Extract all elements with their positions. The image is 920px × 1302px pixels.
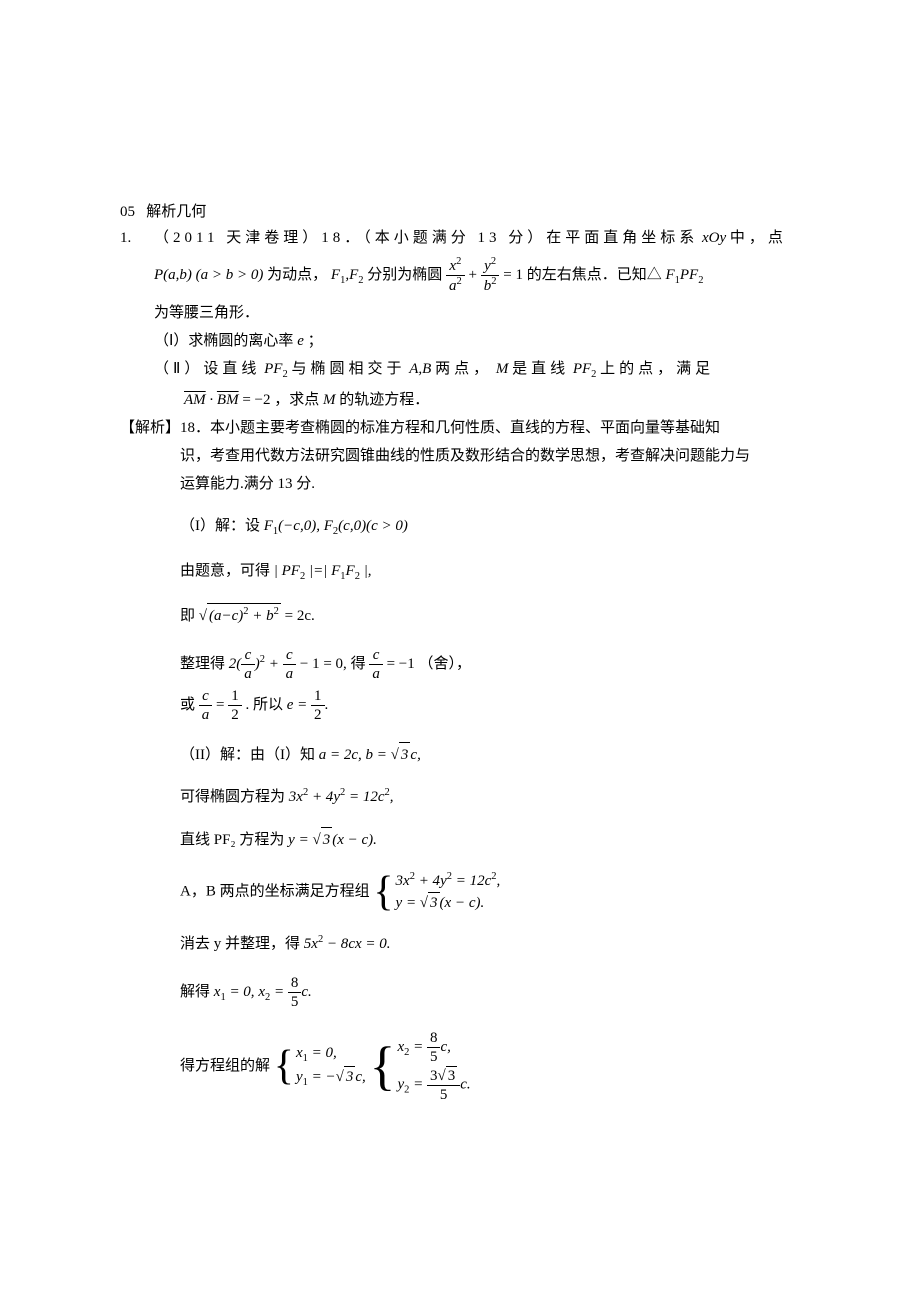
intro1: 18．本小题主要考查椭圆的标准方程和几何性质、直线的方程、平面向量等基础知 xyxy=(180,420,720,436)
sol-p2-line7: 得方程组的解 { x1 = 0, y1 = −√3c, { x2 = 85c, … xyxy=(180,1029,800,1104)
sys2a-y: y1 = −√3c, xyxy=(296,1066,366,1091)
part2-pf2b: PF2 xyxy=(573,361,597,377)
solution-label: 【解析】 xyxy=(120,420,180,436)
sys2b-x: x2 = 85c, xyxy=(397,1029,470,1066)
part1-end: ； xyxy=(308,333,323,349)
section-number: 05 xyxy=(120,204,135,220)
ellipse-equation: x2a2 + y2b2 = 1 xyxy=(446,267,527,283)
sol-p2-line1: （II）解：由（I）知 a = 2c, b = √3c, xyxy=(180,742,800,767)
sol-p2-line3: 直线 PF₂ 方程为 y = √3(x − c). xyxy=(180,827,800,852)
problem-block: 1.（2011 天津卷理）18．（本小题满分 13 分）在平面直角坐标系 xOy… xyxy=(120,226,800,412)
system-2a: { x1 = 0, y1 = −√3c, xyxy=(274,1043,366,1091)
part2-end2: 的轨迹方程． xyxy=(339,392,429,408)
problem-source: （2011 天津卷理）18．（本小题满分 13 分）在平面直角坐标系 xyxy=(154,230,698,246)
p1-l4a: 整理得 xyxy=(180,656,225,672)
sol-p1-line5: 或 ca = 12 . 所以 e = 12. xyxy=(180,687,800,724)
problem-part-2b: AM · BM = −2 ，求点 M 的轨迹方程． xyxy=(154,388,800,412)
sol-p1-line2: 由题意，可得 | PF2 |=| F1F2 |, xyxy=(180,559,800,586)
part2-mid1: 与椭圆相交于 xyxy=(291,361,405,377)
p2-l5b: 5x2 − 8cx = 0. xyxy=(304,936,391,952)
problem-text-1b: 中，点 xyxy=(730,230,787,246)
section-title: 解析几何 xyxy=(146,204,206,220)
p1-l5-eq1: ca = 12 xyxy=(199,697,246,713)
p2-l3a: 直线 PF₂ 方程为 xyxy=(180,832,284,848)
p1-l3b: √(a−c)2 + b2 = 2c. xyxy=(199,608,315,624)
problem-line-3: 为等腰三角形． xyxy=(154,301,800,325)
p1-l2a: 由题意，可得 xyxy=(180,563,270,579)
sol-p2-line4: A，B 两点的坐标满足方程组 { 3x2 + 4y2 = 12c2, y = √… xyxy=(180,870,800,914)
solution-intro-1: 【解析】18．本小题主要考查椭圆的标准方程和几何性质、直线的方程、平面向量等基础… xyxy=(120,416,800,440)
sys1-eq2: y = √3(x − c). xyxy=(396,892,501,914)
vector-eq: AM · BM = −2 xyxy=(184,392,274,408)
p2-l6b: x1 = 0, x2 = 85c. xyxy=(214,984,312,1000)
p2-l4a: A，B 两点的坐标满足方程组 xyxy=(180,884,370,900)
p1-eq: F1(−c,0), F2(c,0)(c > 0) xyxy=(264,518,408,534)
solution-block: 【解析】18．本小题主要考查椭圆的标准方程和几何性质、直线的方程、平面向量等基础… xyxy=(120,416,800,1105)
foci: F1,F2 xyxy=(331,267,364,283)
sys2b-y: y2 = 3√35c. xyxy=(397,1066,470,1104)
point-def: P(a,b) (a > b > 0) xyxy=(154,267,263,283)
sys1-eq1: 3x2 + 4y2 = 12c2, xyxy=(396,870,501,892)
p2-l6a: 解得 xyxy=(180,984,210,1000)
section-header: 05 解析几何 xyxy=(120,200,800,224)
part2-pf2: PF2 xyxy=(264,361,288,377)
sol-p1-line1: （I）解：设 F1(−c,0), F2(c,0)(c > 0) xyxy=(180,514,800,541)
part1-var: e xyxy=(297,333,304,349)
system-1: { 3x2 + 4y2 = 12c2, y = √3(x − c). xyxy=(373,870,500,914)
p2-l2b: 3x2 + 4y2 = 12c2, xyxy=(289,789,394,805)
sol-p2-line6: 解得 x1 = 0, x2 = 85c. xyxy=(180,974,800,1011)
part2-end: ，求点 xyxy=(274,392,319,408)
p1-l4f: ca = −1 xyxy=(369,656,418,672)
p2-l7a: 得方程组的解 xyxy=(180,1058,270,1074)
text-2c: 的左右焦点．已知△ xyxy=(527,267,662,283)
coord-system: xOy xyxy=(702,230,726,246)
sys2a-x: x1 = 0, xyxy=(296,1043,366,1067)
problem-part-1: （Ⅰ）求椭圆的离心率 e ； xyxy=(154,329,800,353)
p1-l2b: | PF2 |=| F1F2 |, xyxy=(274,563,372,579)
p1-l4e: 得 xyxy=(351,656,366,672)
part1-label: （Ⅰ）求椭圆的离心率 xyxy=(154,333,293,349)
p2-l3b: y = √3(x − c). xyxy=(288,832,377,848)
part2-mid2: 两点， xyxy=(435,361,492,377)
p2-label: （II）解：由（I）知 xyxy=(180,747,315,763)
part2-ab: A,B xyxy=(409,361,431,377)
part2-m: M xyxy=(496,361,509,377)
sol-p1-line3: 即 √(a−c)2 + b2 = 2c. xyxy=(180,603,800,628)
p1-l5c: . 所以 xyxy=(245,697,283,713)
text-2a: 为动点， xyxy=(267,267,327,283)
p1-l5-eq2: e = 12. xyxy=(287,697,329,713)
p2-l2a: 可得椭圆方程为 xyxy=(180,789,285,805)
part2-label: （Ⅱ）设直线 xyxy=(154,361,260,377)
intro2: 识，考查用代数方法研究圆锥曲线的性质及数形结合的数学思想，考查解决问题能力与 xyxy=(180,444,800,468)
problem-part-2a: （Ⅱ）设直线 PF2 与椭圆相交于 A,B 两点， M 是直线 PF2 上的点，… xyxy=(154,357,800,384)
problem-index: 1. xyxy=(120,226,154,250)
p1-l5a: 或 xyxy=(180,697,195,713)
problem-line-2: P(a,b) (a > b > 0) 为动点， F1,F2 分别为椭圆 x2a2… xyxy=(154,256,800,295)
p2-l5a: 消去 y 并整理，得 xyxy=(180,936,300,952)
text-2b: 分别为椭圆 xyxy=(367,267,442,283)
triangle: F1PF2 xyxy=(665,267,703,283)
problem-line-1: 1.（2011 天津卷理）18．（本小题满分 13 分）在平面直角坐标系 xOy… xyxy=(120,226,800,250)
part2-mid4: 上的点，满足 xyxy=(600,361,714,377)
sol-p1-line4: 整理得 2(ca)2 + ca − 1 = 0, 得 ca = −1 （舍）， xyxy=(180,646,800,683)
part2-m2: M xyxy=(323,392,336,408)
intro3: 运算能力.满分 13 分. xyxy=(180,472,800,496)
p1-l3a: 即 xyxy=(180,608,195,624)
p1-label: （I）解：设 xyxy=(180,518,260,534)
part2-mid3: 是直线 xyxy=(512,361,569,377)
p2-eq1: a = 2c, b = √3c, xyxy=(319,747,421,763)
sol-p2-line2: 可得椭圆方程为 3x2 + 4y2 = 12c2, xyxy=(180,785,800,809)
sol-p2-line5: 消去 y 并整理，得 5x2 − 8cx = 0. xyxy=(180,932,800,956)
p1-l4-eq: 2(ca)2 + ca − 1 = 0, xyxy=(229,656,351,672)
system-2b: { x2 = 85c, y2 = 3√35c. xyxy=(370,1029,471,1104)
p1-l4g: （舍）， xyxy=(419,656,472,672)
